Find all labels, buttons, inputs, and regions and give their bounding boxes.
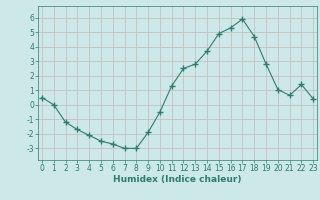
X-axis label: Humidex (Indice chaleur): Humidex (Indice chaleur) — [113, 175, 242, 184]
